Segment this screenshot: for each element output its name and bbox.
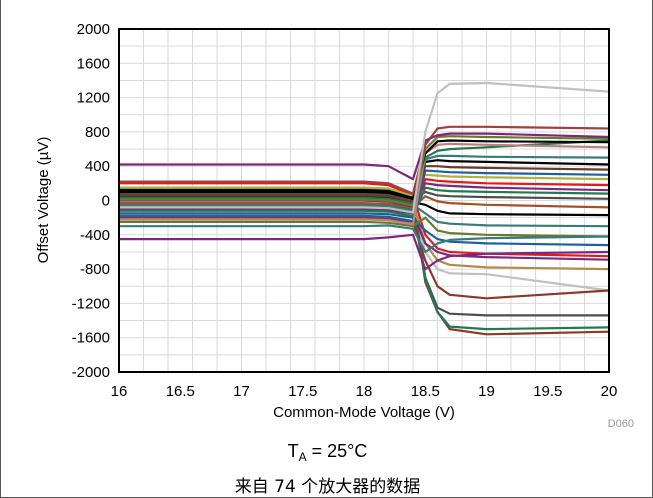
x-axis-label: Common-Mode Voltage (V) <box>273 404 455 421</box>
conditions-prefix: T <box>287 441 299 461</box>
y-tick-label: -1200 <box>72 295 110 312</box>
series-line-30 <box>119 233 610 271</box>
x-tick-label: 19 <box>478 383 495 400</box>
data-source-note: 来自 74 个放大器的数据 <box>234 477 421 497</box>
y-tick-label: 0 <box>102 193 110 210</box>
x-tick-label: 18.5 <box>411 383 440 400</box>
conditions-subscript: A <box>298 450 307 464</box>
series-line-9 <box>119 212 610 247</box>
x-tick-label: 16 <box>111 383 128 400</box>
series-line-29 <box>119 81 610 214</box>
y-tick-label: 1600 <box>77 55 110 72</box>
series-line-8 <box>119 182 610 258</box>
plot-frame <box>118 28 610 373</box>
series-line-28 <box>119 132 610 181</box>
y-tick-label: 1200 <box>77 90 110 107</box>
y-tick-label: -800 <box>80 261 110 278</box>
series-line-27 <box>119 125 610 195</box>
offset-voltage-chart: 2000 1600 1200 800 400 0 -400 -800 -1200 -1600 -20… <box>35 21 634 430</box>
series-line-15 <box>119 186 610 217</box>
y-tick-labels: 2000 1600 1200 800 400 0 -400 -800 -1200 -1600 -20… <box>72 21 110 381</box>
x-tick-label: 16.5 <box>166 383 195 400</box>
series-line-5 <box>119 216 610 300</box>
x-tick-label: 19.5 <box>533 383 562 400</box>
x-tick-label: 17 <box>233 383 250 400</box>
test-conditions: TA = 25°C <box>1 441 653 464</box>
x-tick-labels: 16 16.5 17 17.5 18 18.5 19 19.5 20 <box>111 383 618 400</box>
figure-code: D060 <box>608 418 634 430</box>
y-tick-label: -1600 <box>72 330 110 347</box>
y-tick-label: 400 <box>85 158 110 175</box>
series-line-20 <box>119 165 610 204</box>
y-tick-label: -2000 <box>72 364 110 381</box>
series-line-7 <box>119 208 610 261</box>
series-line-10 <box>119 216 610 238</box>
x-tick-label: 20 <box>601 383 618 400</box>
y-axis-label: Offset Voltage (µV) <box>35 137 52 264</box>
series-layer <box>119 81 610 336</box>
x-tick-label: 18 <box>356 383 373 400</box>
series-line-19 <box>119 169 610 223</box>
x-tick-label: 17.5 <box>288 383 317 400</box>
y-tick-label: 2000 <box>77 21 110 38</box>
conditions-suffix: = 25°C <box>306 441 368 461</box>
y-tick-label: 800 <box>85 124 110 141</box>
y-tick-label: -400 <box>80 227 110 244</box>
series-line-13 <box>119 195 610 209</box>
series-line-14 <box>119 190 610 201</box>
series-line-31 <box>119 224 610 254</box>
